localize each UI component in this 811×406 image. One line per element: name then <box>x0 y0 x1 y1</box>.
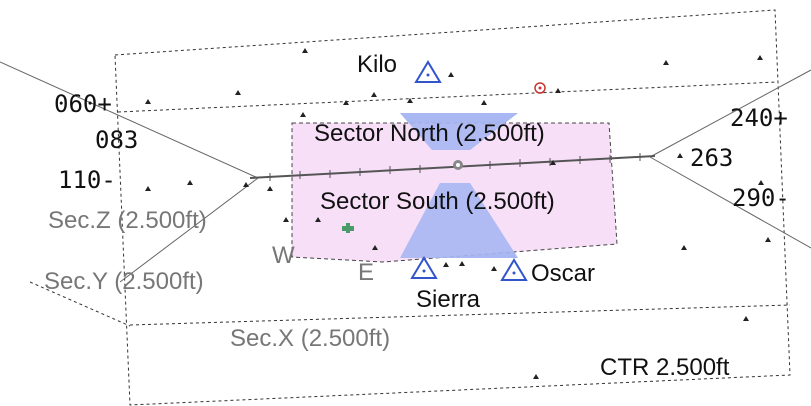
heading-right-263: 263 <box>690 144 734 172</box>
sector-x-label: Sec.X (2.500ft) <box>230 325 391 352</box>
heading-right-240: 240+ <box>730 104 788 132</box>
heading-left-110: 110- <box>58 166 116 194</box>
runway-ticks <box>269 153 641 181</box>
small-aircraft-icon <box>342 223 354 233</box>
runway-side-east-label: E <box>358 259 375 286</box>
traffic-line-west-low <box>119 177 259 283</box>
helipad-icon <box>534 82 546 94</box>
sector-line-north <box>117 81 778 113</box>
traffic-line-east-low <box>649 156 811 249</box>
heading-right-290: 290- <box>732 184 790 212</box>
sector-boundary-diagonal <box>29 281 131 327</box>
sector-z-label: Sec.Z (2.500ft) <box>48 207 207 234</box>
sector-south-label: Sector South (2.500ft) <box>320 188 555 215</box>
reporting-point-sierra-icon[interactable] <box>410 256 438 279</box>
approach-funnel-north <box>400 113 518 150</box>
runway <box>249 155 656 179</box>
ctr-label: CTR 2.500ft <box>600 354 730 381</box>
heading-left-060: 060+ <box>54 90 112 118</box>
sector-north-label: Sector North (2.500ft) <box>314 120 545 147</box>
obstacle-icons <box>145 48 771 379</box>
ctr-boundary <box>114 9 791 406</box>
approach-funnel-south <box>400 183 518 258</box>
heading-left-083: 083 <box>95 126 139 154</box>
airport-icon <box>453 160 463 170</box>
reporting-point-oscar-label[interactable]: Oscar <box>531 260 596 287</box>
reporting-point-sierra-label[interactable]: Sierra <box>416 286 481 313</box>
sector-line-south <box>129 304 791 326</box>
runway-side-west-label: W <box>272 242 295 269</box>
reporting-point-kilo-icon[interactable] <box>414 60 442 83</box>
reporting-point-oscar-icon[interactable] <box>500 258 528 281</box>
sector-y-label: Sec.Y (2.500ft) <box>44 268 204 295</box>
reporting-point-kilo-label[interactable]: Kilo <box>357 51 398 78</box>
traffic-line-east <box>649 69 811 158</box>
traffic-line-west <box>0 61 259 179</box>
